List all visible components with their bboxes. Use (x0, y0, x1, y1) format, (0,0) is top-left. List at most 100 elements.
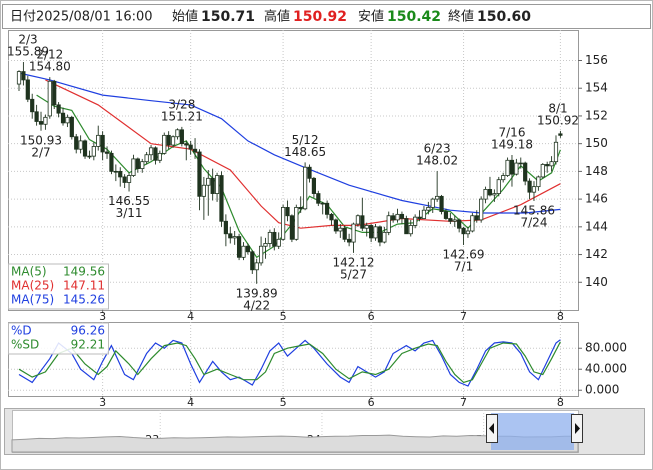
candle-body (470, 215, 475, 232)
candle-body (157, 152, 162, 161)
annotation-price: 142.69 (443, 247, 485, 261)
legend-name: MA(75) (11, 293, 54, 307)
candle-body (421, 209, 427, 219)
candle-body (126, 175, 132, 183)
candle-body (426, 207, 431, 211)
candle-body (184, 143, 189, 146)
candle-body (523, 162, 528, 182)
annotation-price: 150.93 (20, 133, 62, 147)
candle-body (258, 245, 264, 264)
candle-body (210, 177, 215, 194)
series-line (18, 341, 561, 384)
candle-body (369, 225, 374, 239)
candle-body (545, 164, 550, 167)
candle-body (342, 227, 347, 240)
candle-body (360, 215, 365, 229)
candle-body (492, 193, 497, 196)
candle-body (232, 236, 237, 239)
y-tick-label: 154 (585, 81, 608, 95)
candle-body (30, 98, 35, 113)
candle-body (303, 166, 308, 210)
candle-body (267, 231, 272, 244)
candle-body (461, 227, 466, 235)
candle-body (553, 141, 559, 163)
candle-body (197, 151, 202, 197)
candle-body (100, 134, 105, 153)
candle-body (153, 147, 158, 161)
candle-body (479, 198, 484, 221)
candle-body (245, 245, 250, 253)
candle-body (540, 164, 545, 178)
y-tick-label: 142 (585, 247, 608, 261)
candle-body (144, 154, 149, 163)
candle-body (527, 180, 532, 193)
x-tick-label: 6 (368, 310, 375, 323)
candle-body (56, 104, 61, 114)
annotation-date: 3/11 (116, 206, 143, 220)
candle-body (408, 225, 413, 235)
annotation-price: 142.12 (333, 255, 375, 269)
candle-body (294, 207, 299, 240)
x-tick-label: 4 (187, 310, 194, 323)
candle-body (188, 144, 193, 150)
annotation-price: 154.80 (29, 60, 71, 74)
annotation-price: 155.89 (7, 45, 49, 59)
legend-value: 92.21 (71, 338, 105, 352)
legend-name: MA(5) (11, 265, 47, 279)
candle-body (276, 238, 281, 247)
candle-body (69, 116, 74, 138)
y-tick-label: 148 (585, 164, 608, 178)
annotation-price: 149.18 (491, 138, 533, 152)
candle-body (223, 220, 228, 235)
candle-body (448, 218, 453, 222)
low-label: 安値 (358, 9, 384, 25)
navigator-selection[interactable] (491, 413, 574, 450)
candle-body (382, 231, 387, 243)
annotation-date: 7/16 (499, 126, 526, 140)
annotation-date: 4/22 (243, 298, 270, 312)
candle-body (148, 147, 154, 156)
annotation-price: 150.92 (537, 113, 579, 127)
candle-body (16, 71, 22, 85)
y-tick-label: 156 (585, 53, 608, 67)
candle-body (289, 215, 294, 240)
legend-value: 149.56 (63, 265, 105, 279)
candle-body (74, 136, 79, 150)
candle-body (162, 134, 167, 154)
candle-body (373, 226, 378, 239)
candle-body (131, 158, 136, 176)
candle-body (465, 230, 471, 235)
candle-body (298, 207, 303, 210)
candle-body (377, 226, 383, 243)
candle-body (509, 159, 515, 175)
open-label: 始値 (172, 9, 198, 25)
candle-body (558, 133, 563, 136)
candle-body (474, 215, 479, 221)
candle-body (192, 148, 198, 153)
x-tick-label: 8 (557, 396, 564, 409)
candle-body (214, 175, 220, 194)
candle-body (82, 140, 88, 157)
y-tick-label: 0.000 (585, 383, 619, 397)
candle-body (179, 129, 184, 145)
candle-body (505, 159, 510, 176)
candle-body (65, 116, 70, 124)
candle-body (457, 219, 462, 229)
annotation-price: 148.02 (416, 154, 458, 168)
candle-body (104, 151, 110, 154)
date-label: 日付 (10, 10, 36, 25)
candle-body (316, 193, 321, 204)
candle-body (549, 161, 554, 167)
candle-body (501, 175, 506, 181)
candle-body (109, 152, 114, 172)
legend-name: %D (11, 324, 32, 338)
candle-body (386, 215, 391, 233)
candle-body (320, 202, 325, 205)
candle-body (536, 176, 541, 188)
annotation-date: 3/28 (168, 97, 195, 111)
close-label: 終値 (448, 9, 474, 25)
candle-body (399, 213, 405, 219)
annotation-price: 139.89 (236, 286, 278, 300)
y-tick-label: 150 (585, 136, 608, 150)
